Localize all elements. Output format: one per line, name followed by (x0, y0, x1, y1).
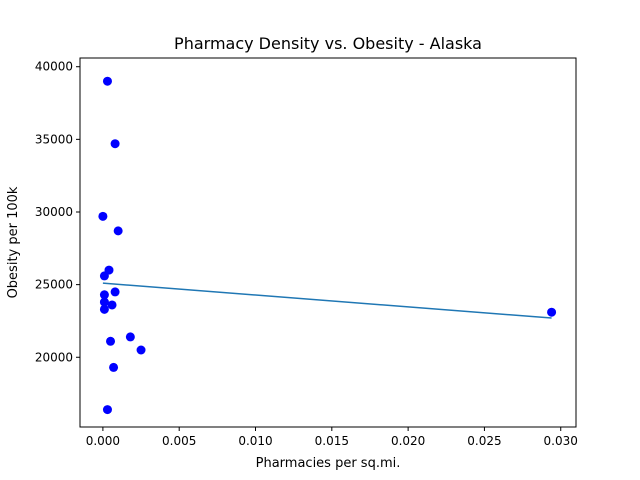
data-point (110, 287, 120, 297)
y-tick-label: 20000 (35, 350, 73, 364)
data-point (107, 300, 117, 310)
y-tick-label: 35000 (35, 132, 73, 146)
data-point (98, 211, 108, 221)
x-tick-label: 0.000 (86, 434, 120, 448)
data-point (136, 345, 146, 355)
data-point (547, 307, 557, 317)
data-point (99, 304, 109, 314)
x-tick-label: 0.005 (162, 434, 196, 448)
data-point (125, 332, 135, 342)
data-point (106, 336, 116, 346)
data-point (102, 405, 112, 415)
y-axis-label: Obesity per 100k (6, 186, 21, 298)
x-tick-label: 0.010 (238, 434, 272, 448)
x-tick-label: 0.015 (315, 434, 349, 448)
chart-title: Pharmacy Density vs. Obesity - Alaska (174, 34, 482, 53)
data-point (102, 76, 112, 86)
y-tick-label: 25000 (35, 278, 73, 292)
trend-line (102, 282, 552, 319)
data-point (99, 297, 109, 307)
data-point (99, 290, 109, 300)
data-point (99, 271, 109, 281)
data-point (109, 362, 119, 372)
data-point (113, 226, 123, 236)
x-tick-label: 0.020 (391, 434, 425, 448)
y-tick-label: 40000 (35, 60, 73, 74)
x-tick-label: 0.025 (467, 434, 501, 448)
y-tick-label: 30000 (35, 205, 73, 219)
x-axis-label: Pharmacies per sq.mi. (256, 456, 401, 471)
x-tick-label: 0.030 (544, 434, 578, 448)
data-point (110, 139, 120, 149)
plot-frame (79, 57, 577, 428)
